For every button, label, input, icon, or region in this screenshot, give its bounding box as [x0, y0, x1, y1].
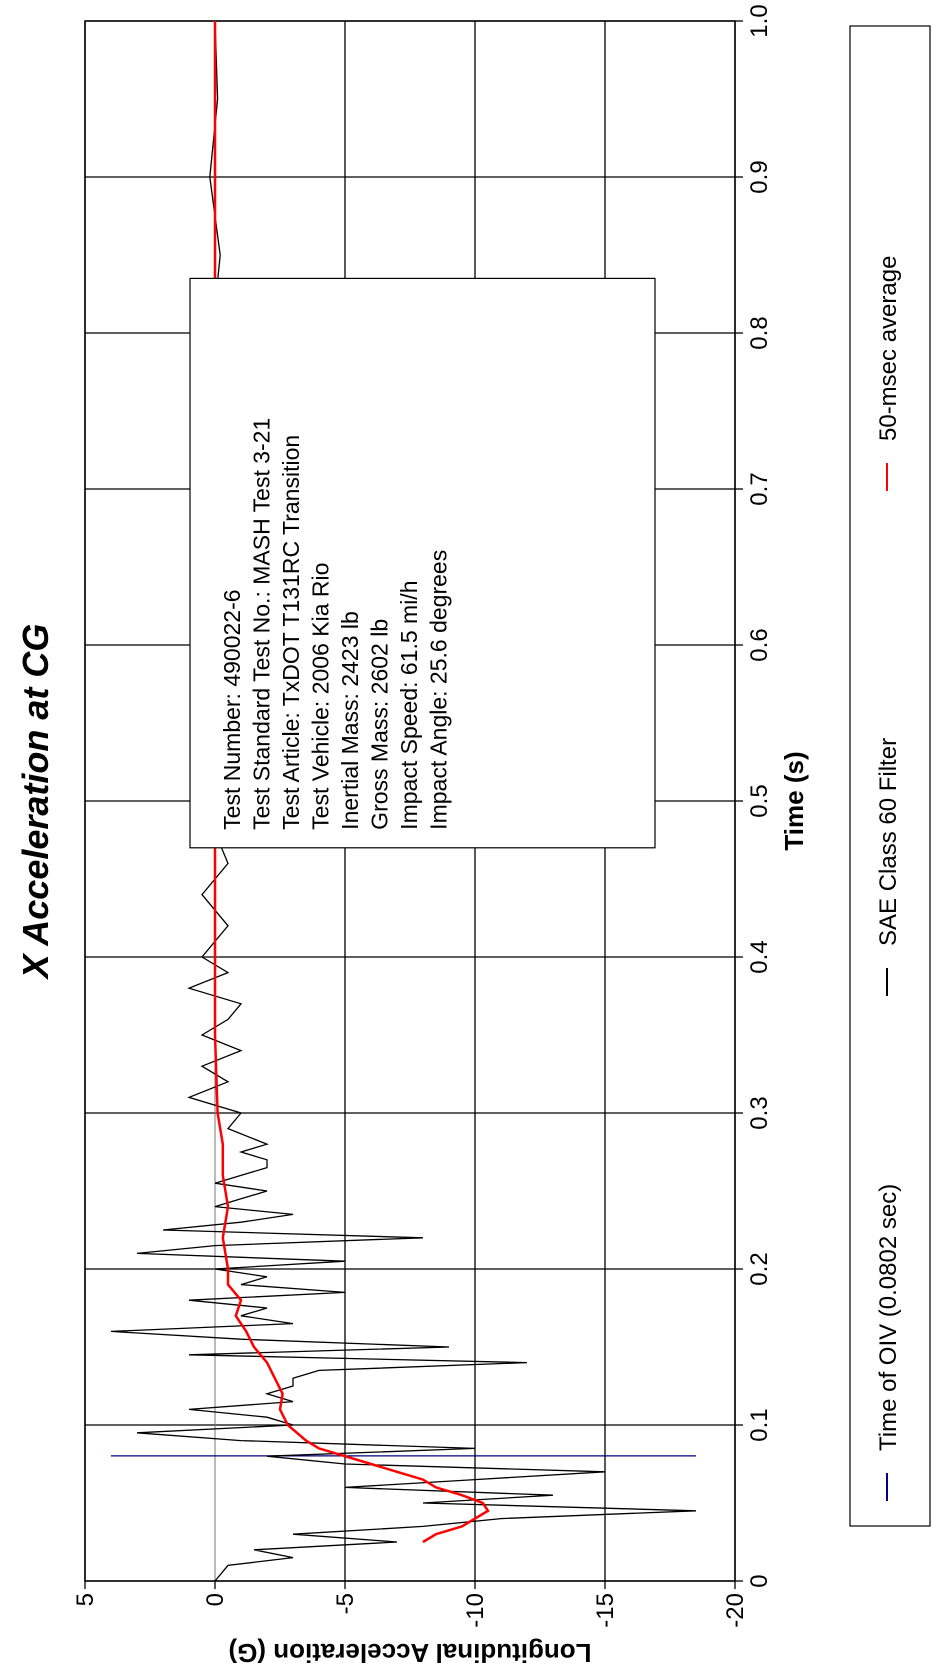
- y-tick-label: 5: [72, 1593, 99, 1606]
- rotated-chart: X Acceleration at CG 0 0.1 0.2 0.3 0.4 0.5 0.6 0…: [15, 4, 931, 1668]
- x-tick-label: 0.6: [746, 628, 773, 661]
- y-tick-label: -10: [462, 1593, 489, 1628]
- info-line: Test Vehicle: 2006 Kia Rio: [308, 563, 334, 830]
- x-tick-label: 0.3: [746, 1096, 773, 1129]
- legend-label: Time of OIV (0.0802 sec): [875, 1184, 902, 1451]
- info-line: Inertial Mass: 2423 lb: [337, 611, 363, 830]
- y-axis-label: Longitudinal Acceleration (G): [228, 1638, 591, 1668]
- info-line: Test Standard Test No.: MASH Test 3-21: [249, 418, 275, 830]
- y-tick-label: -5: [332, 1593, 359, 1614]
- x-tick-label: 0.4: [746, 940, 773, 973]
- x-tick-label: 0.5: [746, 784, 773, 817]
- series-line: [213, 21, 490, 1544]
- x-tick-label: 0.8: [746, 316, 773, 349]
- x-tick-label: 0.9: [746, 160, 773, 193]
- legend-label: SAE Class 60 Filter: [875, 738, 902, 946]
- legend-box: [849, 25, 931, 1527]
- plot-frame: [84, 20, 736, 1582]
- x-tick-label: 0.7: [746, 472, 773, 505]
- x-tick-label: 0: [746, 1574, 773, 1587]
- legend-label: 50-msec average: [875, 256, 902, 441]
- info-box: [189, 277, 656, 849]
- x-axis-label: Time (s): [779, 751, 809, 850]
- info-line: Impact Angle: 25.6 degrees: [426, 550, 452, 830]
- x-tick-label: 1.0: [746, 4, 773, 37]
- y-tick-label: -15: [592, 1593, 619, 1628]
- x-tick-label: 0.2: [746, 1252, 773, 1285]
- info-line: Gross Mass: 2602 lb: [367, 619, 393, 830]
- x-tick-label: 0.1: [746, 1408, 773, 1441]
- y-tick-label: 0: [202, 1593, 229, 1606]
- info-line: Test Number: 490022-6: [219, 589, 245, 829]
- info-line: Test Article: TxDOT T131RC Transition: [278, 435, 304, 830]
- info-line: Impact Speed: 61.5 mi/h: [396, 580, 422, 829]
- chart-title: X Acceleration at CG: [15, 624, 56, 981]
- y-tick-label: -20: [722, 1593, 749, 1628]
